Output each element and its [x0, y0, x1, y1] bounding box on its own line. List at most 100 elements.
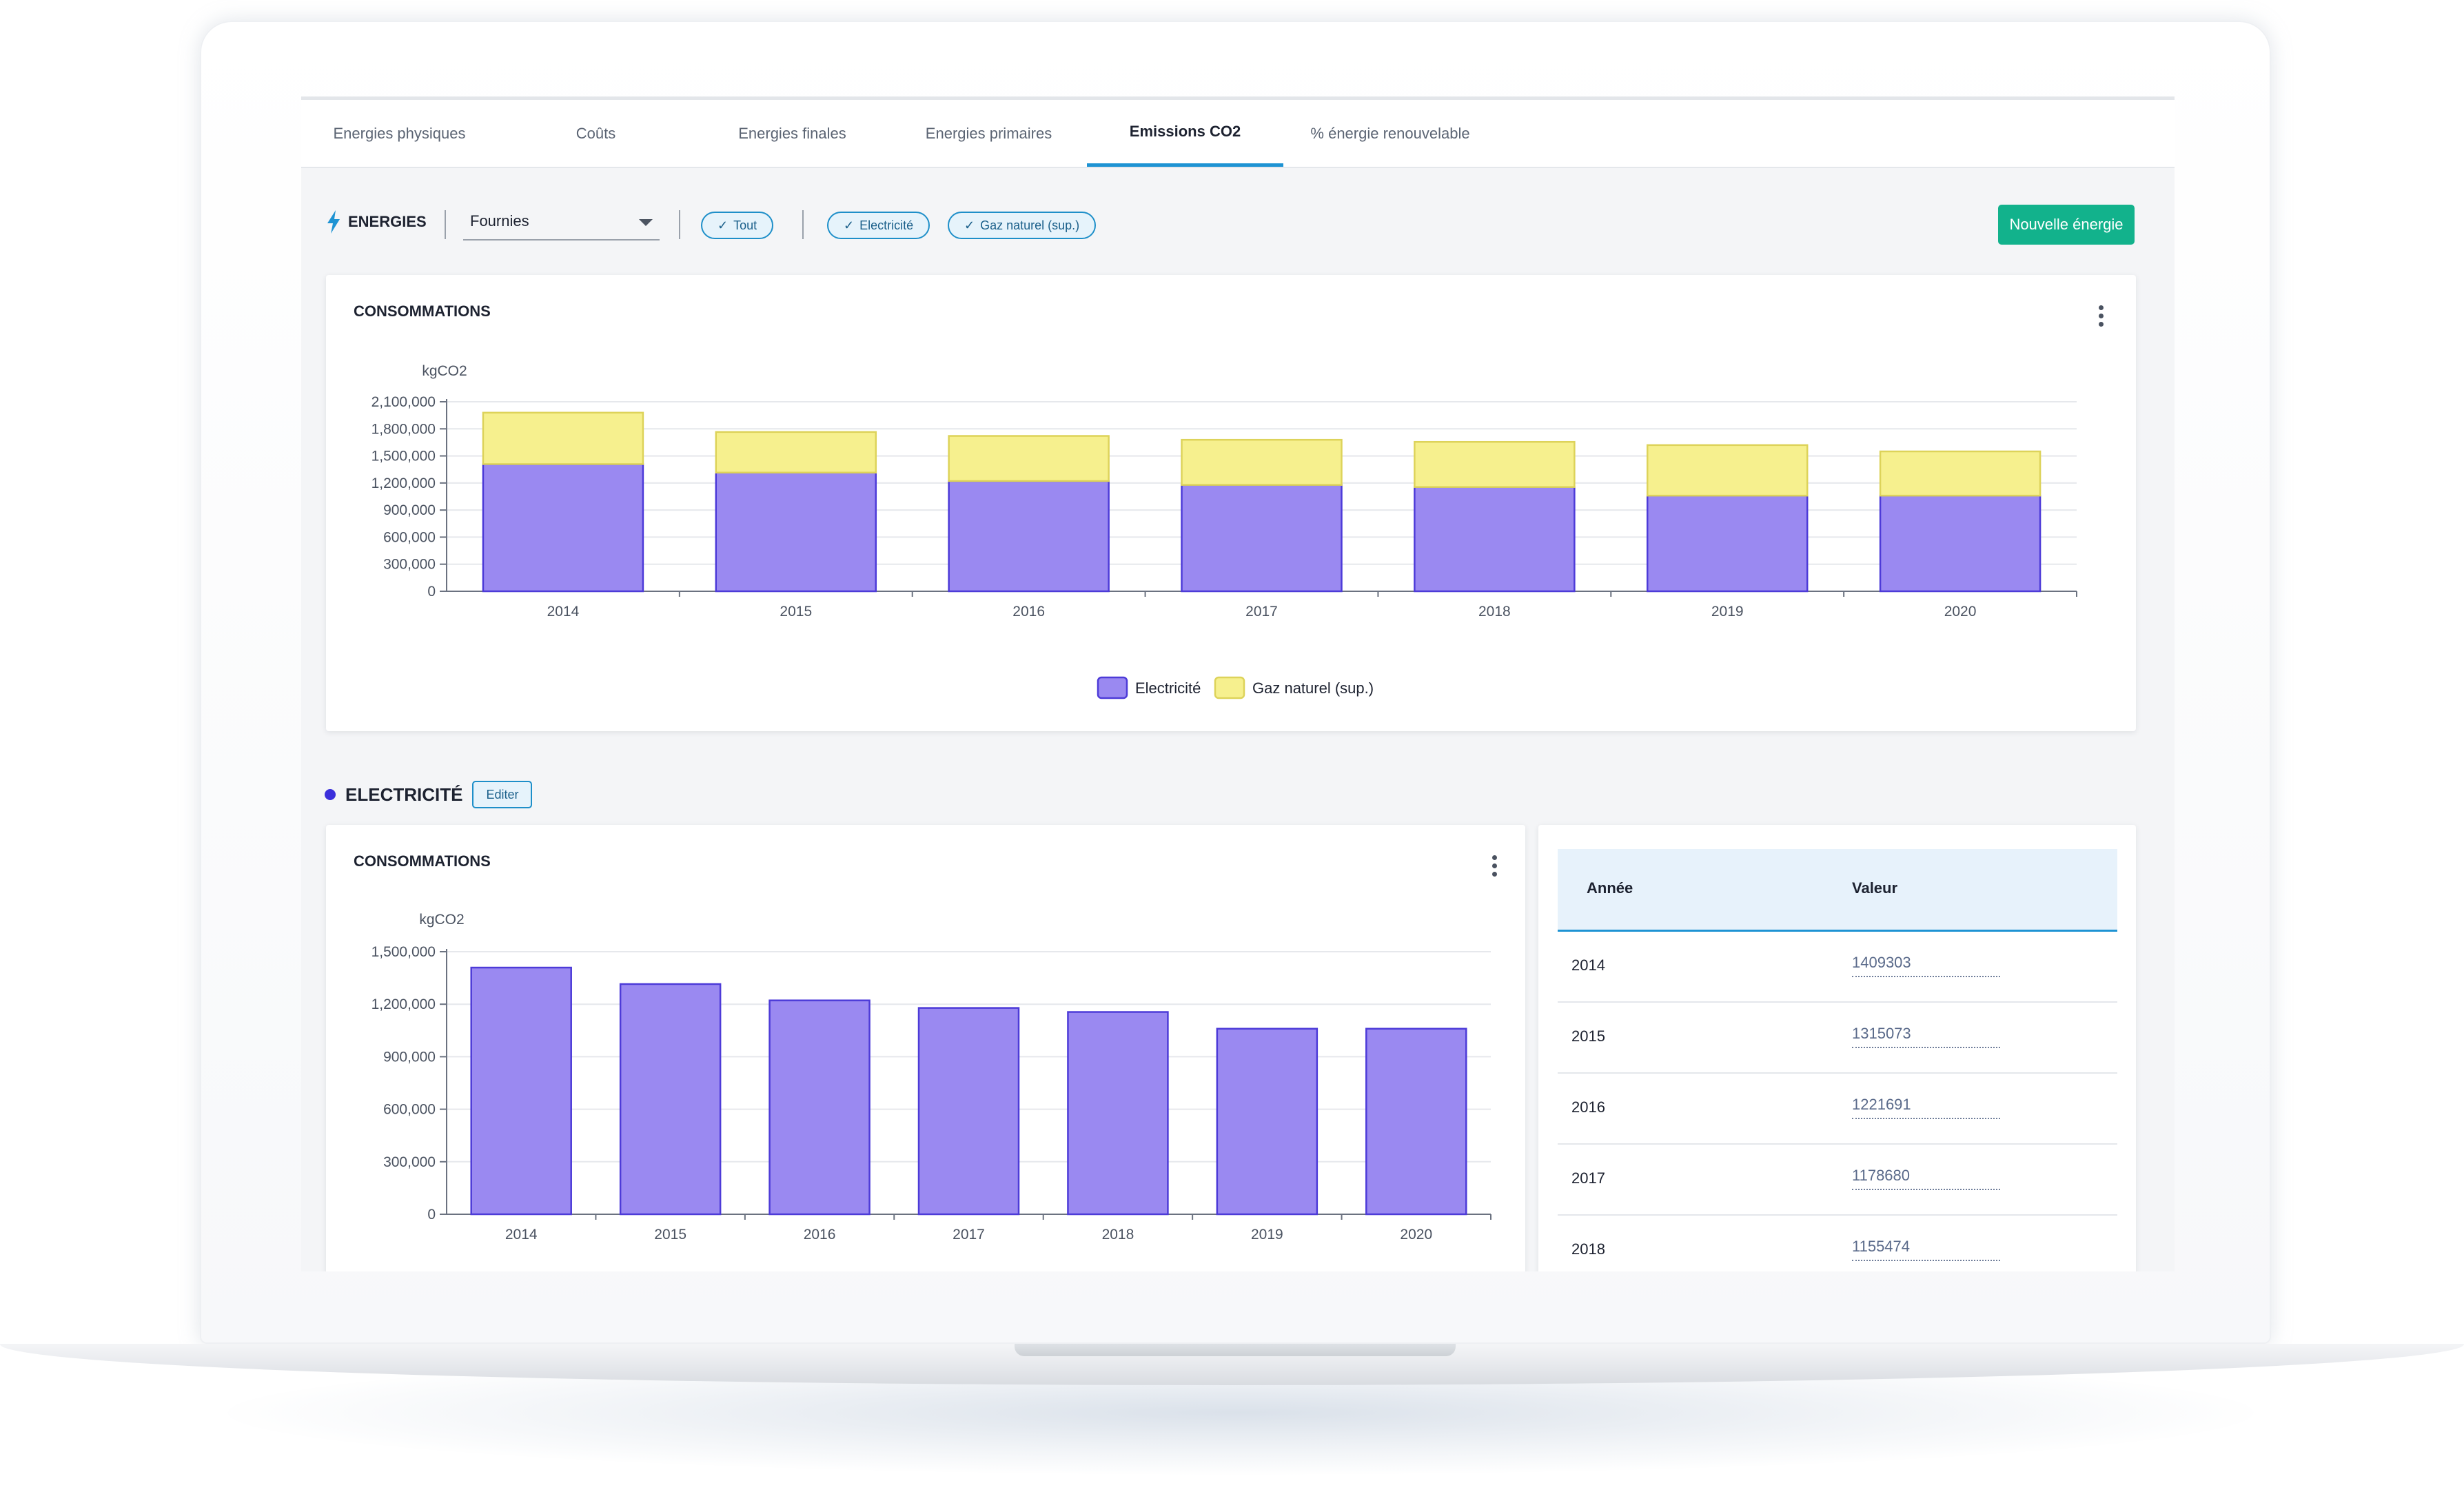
more-options-icon[interactable]: [2097, 305, 2104, 333]
app-screen: Energies physiques Coûts Energies finale…: [301, 96, 2175, 1271]
x-tick-label: 2016: [804, 1227, 836, 1243]
bar-electricite-2018: [1067, 1011, 1169, 1216]
y-tick-label: 1,800,000: [371, 421, 436, 437]
check-icon: ✓: [844, 218, 855, 232]
cell-value[interactable]: 1178680: [1852, 1167, 2000, 1190]
column-header-annee: Année: [1587, 879, 1633, 897]
chip-label: Tout: [733, 218, 757, 232]
bar-electricite-2016: [948, 480, 1110, 593]
table-row: 2015 1315073: [1558, 1003, 2117, 1074]
chip-label: Gaz naturel (sup.): [980, 218, 1080, 232]
cell-value[interactable]: 1409303: [1852, 954, 2000, 977]
y-axis-label: kgCO2: [422, 363, 467, 379]
tab-couts[interactable]: Coûts: [576, 124, 616, 142]
legend-swatch: [1097, 676, 1128, 699]
bar-electricite-2017: [917, 1007, 1020, 1216]
x-tick-label: 2018: [1478, 604, 1511, 620]
chip-tout[interactable]: ✓ Tout: [701, 212, 774, 239]
tab-emissions-co2[interactable]: Emissions CO2: [1087, 100, 1283, 167]
bar-electricite-2014: [482, 463, 644, 593]
cell-year: 2017: [1571, 1169, 1605, 1187]
x-tick-label: 2016: [1012, 604, 1045, 620]
electricite-section-header: ELECTRICITÉ Editer: [325, 781, 533, 808]
x-tick-label: 2018: [1102, 1227, 1134, 1243]
bar-electricite-2019: [1216, 1027, 1318, 1216]
tab-energies-finales[interactable]: Energies finales: [738, 124, 846, 142]
laptop-notch: [1015, 1344, 1456, 1356]
chip-gaz-naturel[interactable]: ✓ Gaz naturel (sup.): [948, 212, 1097, 239]
lightning-icon: [327, 210, 340, 234]
column-header-valeur: Valeur: [1852, 879, 1898, 897]
energies-label-text: ENERGIES: [348, 213, 427, 230]
x-tick-label: 2017: [953, 1227, 985, 1243]
bar-gaz-naturel-2014: [482, 411, 644, 465]
y-tick-label: 1,200,000: [371, 476, 436, 491]
bar-electricite-2016: [768, 999, 870, 1216]
y-tick-label: 1,500,000: [371, 944, 436, 960]
table-row: 2016 1221691: [1558, 1074, 2117, 1145]
y-tick-label: 900,000: [383, 502, 436, 518]
legend-label: Gaz naturel (sup.): [1252, 679, 1374, 697]
y-tick-label: 1,200,000: [371, 996, 436, 1012]
check-icon: ✓: [717, 218, 729, 232]
tab-energies-physiques[interactable]: Energies physiques: [333, 124, 466, 142]
bar-gaz-naturel-2018: [1414, 440, 1576, 488]
cell-year: 2018: [1571, 1240, 1605, 1258]
bar-gaz-naturel-2020: [1879, 450, 2042, 497]
tab-energies-primaires[interactable]: Energies primaires: [925, 124, 1052, 142]
electricite-consommations-card: CONSOMMATIONS kgCO2 0 300,000 600,000 900,00…: [326, 825, 1525, 1271]
bar-electricite-2020: [1879, 494, 2042, 593]
more-options-icon[interactable]: [1491, 855, 1498, 883]
bar-electricite-2018: [1414, 486, 1576, 593]
chip-electricite[interactable]: ✓ Electricité: [827, 212, 930, 239]
x-tick-label: 2015: [780, 604, 812, 620]
card-title: CONSOMMATIONS: [354, 852, 491, 870]
bar-gaz-naturel-2017: [1181, 438, 1343, 486]
y-tick-label: 1,500,000: [371, 449, 436, 464]
energy-source-select[interactable]: Fournies: [463, 203, 660, 241]
table-row: 2017 1178680: [1558, 1145, 2117, 1216]
cell-value[interactable]: 1221691: [1852, 1096, 2000, 1119]
bar-chart: kgCO2 0 300,000 600,000 900,000 1,200,000 1,50…: [371, 912, 1491, 1243]
bar-electricite-2019: [1646, 494, 1809, 593]
x-tick-label: 2019: [1251, 1227, 1283, 1243]
series-dot-icon: [325, 789, 336, 800]
x-tick-label: 2014: [547, 604, 580, 620]
values-table-card: Année Valeur 2014 1409303 2015 1315073 2…: [1538, 825, 2136, 1271]
y-tick-label: 300,000: [383, 1154, 436, 1170]
table-header: Année Valeur: [1558, 849, 2117, 932]
bar-gaz-naturel-2016: [948, 435, 1110, 482]
legend-swatch: [1214, 676, 1245, 699]
cell-value[interactable]: 1315073: [1852, 1025, 2000, 1048]
x-tick-label: 2019: [1711, 604, 1744, 620]
y-tick-label: 600,000: [383, 529, 436, 545]
cell-value[interactable]: 1155474: [1852, 1238, 2000, 1261]
nouvelle-energie-button[interactable]: Nouvelle énergie: [1998, 205, 2135, 245]
card-title: CONSOMMATIONS: [354, 303, 491, 320]
bar-gaz-naturel-2019: [1646, 444, 1809, 497]
bar-electricite-2014: [470, 966, 572, 1216]
x-tick-label: 2014: [505, 1227, 538, 1243]
tab-bar: Energies physiques Coûts Energies finale…: [301, 100, 2175, 168]
table-row: 2014 1409303: [1558, 932, 2117, 1003]
legend-label: Electricité: [1135, 679, 1201, 697]
y-tick-label: 0: [427, 584, 436, 600]
bar-electricite-2015: [715, 471, 877, 593]
cell-year: 2014: [1571, 957, 1605, 974]
cell-year: 2015: [1571, 1027, 1605, 1045]
consommations-card: CONSOMMATIONS kgCO2 0 300,000 600,000 900,00…: [326, 275, 2136, 731]
bar-gaz-naturel-2015: [715, 431, 877, 474]
chip-label: Electricité: [859, 218, 914, 232]
y-tick-label: 2,100,000: [371, 394, 436, 410]
check-icon: ✓: [964, 218, 975, 232]
x-tick-label: 2017: [1245, 604, 1278, 620]
x-tick-label: 2020: [1400, 1227, 1432, 1243]
edit-button[interactable]: Editer: [472, 781, 533, 808]
divider: [445, 210, 446, 239]
select-value: Fournies: [470, 212, 529, 229]
section-title: ELECTRICITÉ: [345, 784, 463, 805]
cell-year: 2016: [1571, 1098, 1605, 1116]
tab-energie-renouvelable[interactable]: % énergie renouvelable: [1310, 124, 1470, 142]
x-tick-label: 2020: [1944, 604, 1977, 620]
bar-electricite-2020: [1365, 1027, 1467, 1216]
